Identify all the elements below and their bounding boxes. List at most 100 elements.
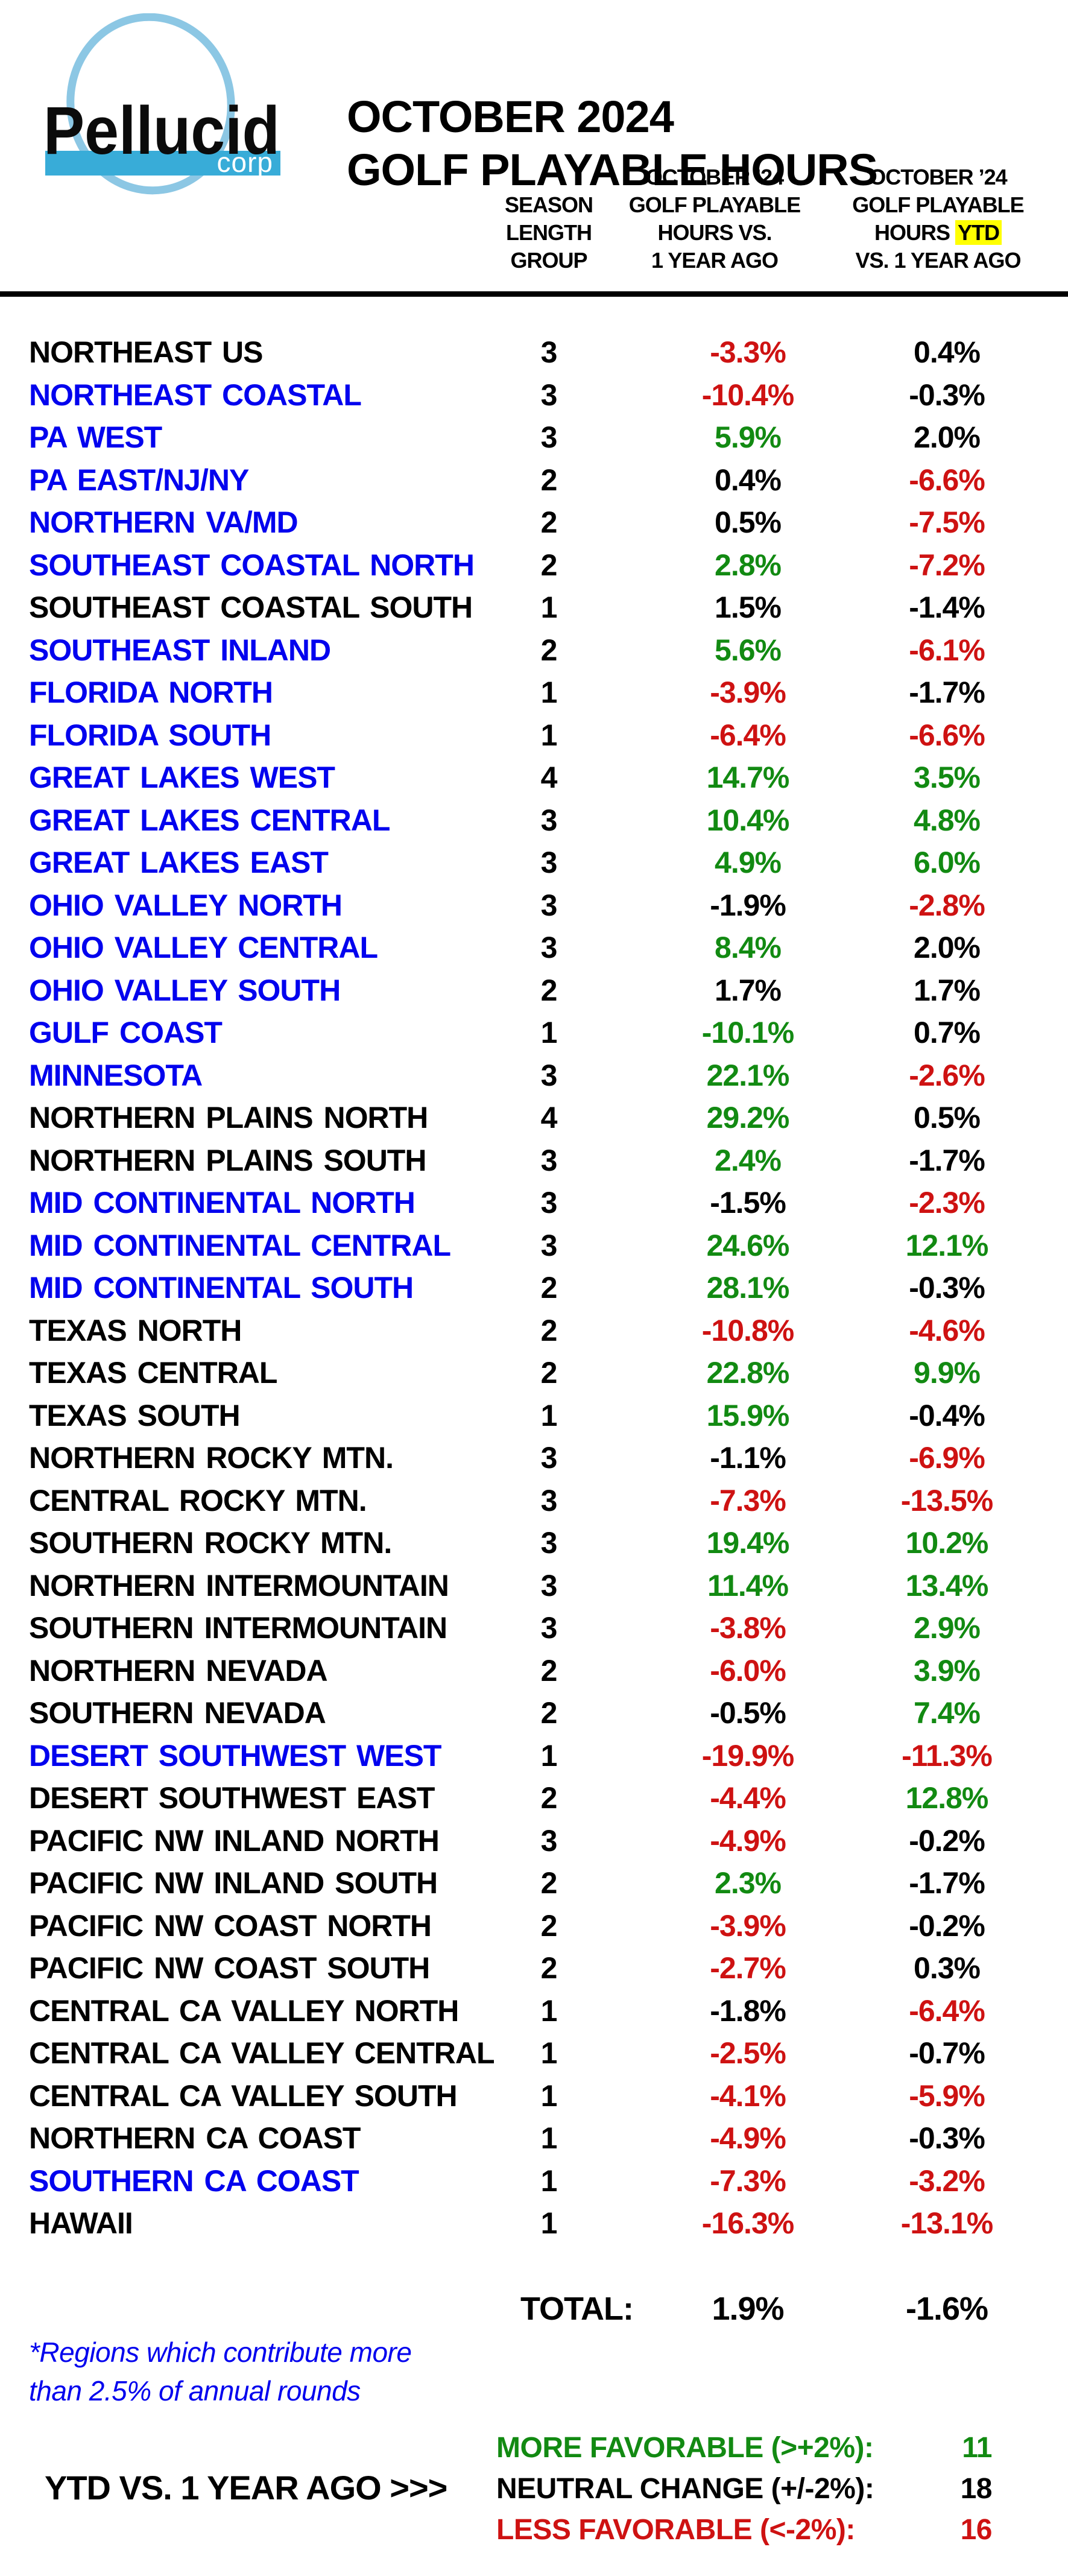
table-row: PACIFIC NW INLAND NORTH 3 -4.9% -0.2% <box>0 1820 1068 1862</box>
legend-row-less-favorable: LESS FAVORABLE (<-2%): 16 <box>496 2509 993 2550</box>
pellucid-logo-graphic: Pellucid corp <box>43 13 280 195</box>
table-row: CENTRAL CA VALLEY SOUTH 1 -4.1% -5.9% <box>0 2075 1068 2118</box>
table-row: PA EAST/NJ/NY 2 0.4% -6.6% <box>0 459 1068 502</box>
table-row: NORTHERN VA/MD 2 0.5% -7.5% <box>0 501 1068 544</box>
table-row: MID CONTINENTAL SOUTH 2 28.1% -0.3% <box>0 1267 1068 1309</box>
region-name: NORTHERN CA COAST <box>29 2121 361 2156</box>
table-row: SOUTHEAST COASTAL NORTH 2 2.8% -7.2% <box>0 544 1068 587</box>
ytd-highlight: YTD <box>955 220 1002 245</box>
oct-vs-year-value: -16.3% <box>701 2206 794 2241</box>
table-row: NORTHEAST COASTAL 3 -10.4% -0.3% <box>0 374 1068 417</box>
table-row: SOUTHERN CA COAST 1 -7.3% -3.2% <box>0 2160 1068 2203</box>
total-oct-value: 1.9% <box>712 2291 784 2327</box>
oct-vs-year-value: 11.4% <box>707 1568 789 1603</box>
region-name: PA WEST <box>29 420 162 455</box>
region-name: DESERT SOUTHWEST WEST <box>29 1738 441 1773</box>
oct-vs-year-value: 28.1% <box>706 1271 790 1305</box>
season-length-group: 2 <box>540 505 558 540</box>
ytd-vs-year-value: 3.9% <box>914 1653 981 1688</box>
ytd-vs-year-value: -13.1% <box>900 2206 993 2241</box>
region-name: CENTRAL CA VALLEY CENTRAL <box>29 2036 495 2071</box>
season-length-group: 2 <box>540 1313 558 1347</box>
season-length-group: 2 <box>540 1908 558 1943</box>
logo-sub-text: corp <box>217 147 273 178</box>
season-length-group: 3 <box>540 420 558 455</box>
season-length-group: 4 <box>540 761 558 795</box>
ytd-vs-year-value: 12.8% <box>905 1781 989 1815</box>
region-name: TEXAS NORTH <box>29 1313 242 1347</box>
ytd-vs-year-value: 1.7% <box>914 973 981 1007</box>
region-name: MID CONTINENTAL SOUTH <box>29 1271 414 1305</box>
favorability-legend: MORE FAVORABLE (>+2%): 11 NEUTRAL CHANGE… <box>496 2427 993 2550</box>
season-length-group: 3 <box>540 931 558 965</box>
season-length-group: 2 <box>540 1653 558 1688</box>
season-length-group: 3 <box>540 1186 558 1220</box>
season-length-group: 3 <box>540 1823 558 1858</box>
season-length-group: 3 <box>540 846 558 880</box>
ytd-vs-year-value: 3.5% <box>914 761 981 795</box>
ytd-vs-year-value: -0.2% <box>909 1823 985 1858</box>
pellucid-logo: Pellucid corp <box>33 13 286 203</box>
region-name: SOUTHERN CA COAST <box>29 2163 359 2198</box>
ytd-vs-year-value: -13.5% <box>900 1483 993 1517</box>
region-name: SOUTHEAST INLAND <box>29 633 331 667</box>
column-header-ytd-vs-year-ago: OCTOBER ’24 GOLF PLAYABLE HOURS YTD VS. … <box>852 165 1024 273</box>
ytd-vs-year-value: -6.6% <box>909 463 985 497</box>
season-length-group: 1 <box>540 2078 558 2113</box>
region-name: GREAT LAKES WEST <box>29 761 335 795</box>
logo-brand-text: Pellucid <box>43 93 280 168</box>
ytd-vs-year-value: 0.5% <box>914 1101 981 1135</box>
ytd-vs-year-value: -2.8% <box>909 888 985 922</box>
region-name: OHIO VALLEY CENTRAL <box>29 931 378 965</box>
regions-footnote: *Regions which contribute more than 2.5%… <box>29 2337 412 2407</box>
legend-row-neutral-change: NEUTRAL CHANGE (+/-2%): 18 <box>496 2468 993 2509</box>
table-row: NORTHERN CA COAST 1 -4.9% -0.3% <box>0 2117 1068 2160</box>
oct-vs-year-value: 22.8% <box>706 1356 790 1390</box>
table-row: HAWAII 1 -16.3% -13.1% <box>0 2202 1068 2245</box>
season-length-group: 4 <box>540 1101 558 1135</box>
legend-neutral-change-count: 18 <box>960 2472 993 2505</box>
oct-vs-year-value: -7.3% <box>710 2163 786 2198</box>
region-name: MID CONTINENTAL NORTH <box>29 1186 416 1220</box>
oct-vs-year-value: -2.5% <box>710 2036 786 2071</box>
region-name: SOUTHERN INTERMOUNTAIN <box>29 1611 447 1645</box>
table-row: NORTHERN NEVADA 2 -6.0% 3.9% <box>0 1650 1068 1692</box>
ytd-vs-year-value: 12.1% <box>905 1228 989 1262</box>
ytd-vs-year-value: -0.2% <box>909 1908 985 1943</box>
oct-vs-year-value: 5.9% <box>715 420 782 455</box>
region-name: FLORIDA NORTH <box>29 676 273 710</box>
oct-vs-year-value: -1.9% <box>710 888 786 922</box>
logo-ellipse-swoosh <box>66 13 235 195</box>
oct-vs-year-value: 8.4% <box>715 931 782 965</box>
table-row: OHIO VALLEY NORTH 3 -1.9% -2.8% <box>0 884 1068 927</box>
legend-neutral-change-label: NEUTRAL CHANGE (+/-2%): <box>496 2472 874 2505</box>
oct-vs-year-value: -10.4% <box>701 378 794 412</box>
region-name: GREAT LAKES EAST <box>29 846 329 880</box>
season-length-group: 1 <box>540 1993 558 2028</box>
region-name: CENTRAL CA VALLEY NORTH <box>29 1993 459 2028</box>
oct-vs-year-value: -3.8% <box>710 1611 786 1645</box>
ytd-vs-year-value: 10.2% <box>905 1526 989 1560</box>
region-name: PA EAST/NJ/NY <box>29 463 249 497</box>
oct-vs-year-value: -0.5% <box>710 1696 786 1730</box>
region-name: GULF COAST <box>29 1016 223 1050</box>
table-row: GREAT LAKES EAST 3 4.9% 6.0% <box>0 841 1068 884</box>
season-length-group: 3 <box>540 1143 558 1177</box>
season-length-group: 2 <box>540 463 558 497</box>
report-title-line1: OCTOBER 2024 <box>347 92 674 142</box>
season-length-group: 3 <box>540 888 558 922</box>
oct-vs-year-value: -10.8% <box>701 1313 794 1347</box>
ytd-vs-year-value: 0.7% <box>914 1016 981 1050</box>
ytd-vs-year-value: -0.7% <box>909 2036 985 2071</box>
oct-vs-year-value: -2.7% <box>710 1951 786 1986</box>
oct-vs-year-value: -10.1% <box>701 1016 794 1050</box>
ytd-vs-year-value: -1.7% <box>909 1143 985 1177</box>
oct-vs-year-value: 22.1% <box>706 1058 790 1092</box>
oct-vs-year-value: -3.9% <box>710 1908 786 1943</box>
oct-vs-year-value: -3.9% <box>710 676 786 710</box>
region-name: DESERT SOUTHWEST EAST <box>29 1781 435 1815</box>
ytd-vs-year-value: -6.6% <box>909 718 985 752</box>
table-row: SOUTHEAST COASTAL SOUTH 1 1.5% -1.4% <box>0 586 1068 629</box>
region-name: FLORIDA SOUTH <box>29 718 271 752</box>
table-row: GREAT LAKES WEST 4 14.7% 3.5% <box>0 756 1068 799</box>
